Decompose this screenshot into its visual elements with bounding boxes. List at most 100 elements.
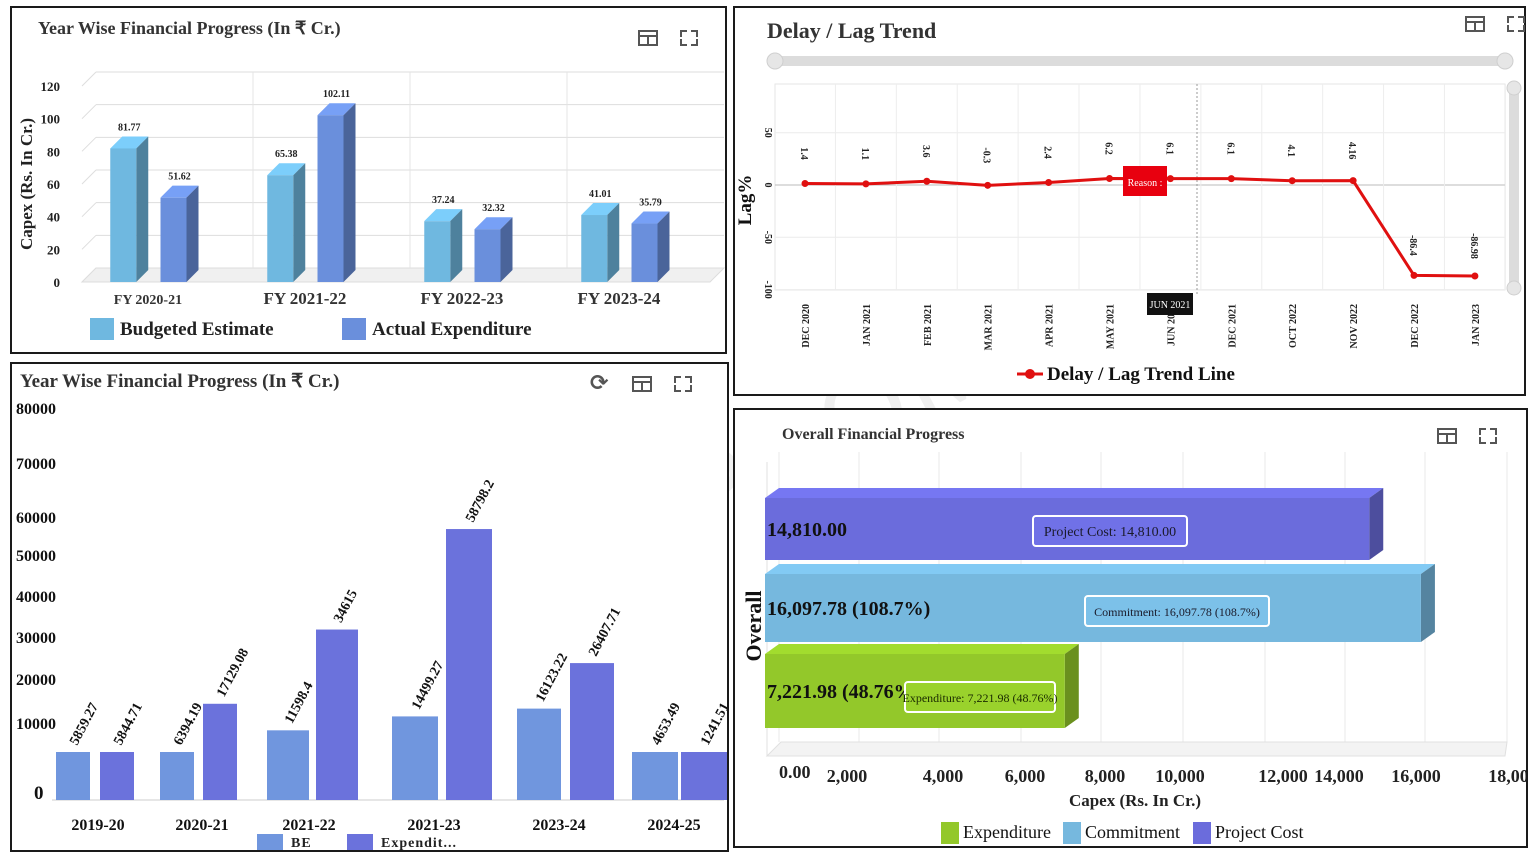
x-tick-label: FEB 2021	[923, 304, 934, 346]
fullscreen-icon[interactable]	[674, 376, 692, 392]
crosshair-label: JUN 2021	[1150, 300, 1191, 311]
bar-actual-expenditure-top	[317, 103, 356, 116]
data-point	[923, 177, 931, 185]
bar-budgeted-estimate-top	[267, 163, 306, 176]
data-label: 6.1	[1224, 142, 1235, 155]
legend-swatch	[257, 834, 283, 850]
floor	[80, 267, 725, 283]
x-tick-label: OCT 2022	[1288, 304, 1299, 348]
data-label: 14499.27	[409, 659, 447, 712]
legend-swatch	[90, 318, 114, 340]
bar-be	[392, 716, 438, 800]
vertical-slider-handle-top	[1506, 80, 1522, 96]
data-point	[1288, 177, 1296, 185]
bar-budgeted-estimate-side	[293, 163, 306, 282]
data-label: 3.6	[920, 145, 931, 158]
y-tick-label: 0	[54, 275, 61, 290]
bar-actual-expenditure-top	[631, 211, 670, 224]
data-point	[1045, 178, 1053, 186]
tooltip-box	[1032, 515, 1188, 547]
bar-actual-expenditure-side	[343, 103, 356, 282]
y-tick-label: 50000	[16, 548, 56, 565]
bar-budgeted-estimate-side	[136, 136, 149, 282]
bar-budgeted-estimate-side	[607, 203, 620, 282]
bar-be	[517, 708, 561, 800]
y-tick-label: 60000	[16, 510, 56, 527]
legend-swatch	[1063, 822, 1081, 844]
x-tick-label: 2023-24	[532, 817, 585, 834]
legend-label: Commitment	[1085, 822, 1180, 842]
refresh-icon[interactable]: ⟳	[590, 371, 609, 396]
x-tick-label: FY 2023-24	[577, 289, 660, 308]
data-label: 4653.49	[649, 701, 684, 748]
x-tick-label: 8,000	[1085, 766, 1126, 786]
data-label: 5859.27	[67, 701, 102, 748]
x-tick-label: 10,000	[1155, 766, 1205, 786]
legend-label: Budgeted Estimate	[120, 319, 274, 340]
x-tick-label: DEC 2020	[801, 304, 812, 348]
data-label: 81.77	[118, 122, 141, 133]
legend-swatch	[941, 822, 959, 844]
tooltip-box	[904, 681, 1056, 713]
legend-marker	[1025, 369, 1035, 379]
y-axis-label: Capex (Rs. In Cr.)	[17, 118, 36, 250]
chart-area: 0 10000 20000 30000 40000 50000 60000 70000 8000…	[16, 401, 727, 850]
data-label: 6.1	[1163, 142, 1174, 155]
tooltip-text: Expenditure: 7,221.98 (48.76%)	[903, 691, 1058, 705]
y-tick-label: 20	[47, 242, 60, 257]
data-label: 32.32	[482, 203, 505, 214]
tooltip-text: Reason :	[1128, 178, 1163, 189]
data-label: 1.1	[859, 148, 870, 161]
data-label: 2.4	[1042, 146, 1053, 159]
data-label: 65.38	[275, 149, 298, 160]
bar-actual-expenditure-side	[186, 185, 199, 282]
data-label: 11598.4	[282, 680, 316, 727]
data-label: 34615	[331, 587, 361, 625]
y-axis-label: Overall	[741, 591, 766, 662]
bar-top	[765, 564, 1435, 574]
y-axis-label: Lag%	[735, 175, 756, 226]
y-tick-label: 0	[762, 183, 773, 188]
x-tick-label: NOV 2022	[1349, 304, 1360, 349]
data-label: 4.1	[1285, 144, 1296, 157]
x-tick-label: 2,000	[827, 766, 868, 786]
x-tick-label: 0.00	[779, 762, 811, 782]
panel-overall-financial-progress: Overall Financial Progress 0.00 2,000 4,00…	[733, 408, 1528, 848]
data-label: 26407.71	[586, 606, 624, 659]
gridline	[81, 104, 97, 120]
vertical-slider-track	[1509, 84, 1519, 290]
legend-label: Expendit...	[381, 836, 457, 850]
data-label: 14,810.00	[767, 519, 847, 541]
fullscreen-icon[interactable]	[680, 30, 698, 46]
table-view-icon[interactable]	[1437, 428, 1457, 444]
range-slider-track	[773, 56, 1507, 66]
table-view-icon[interactable]	[638, 30, 658, 46]
bar-be	[267, 730, 309, 800]
bar-expenditure	[100, 752, 134, 800]
data-label: 17129.08	[214, 646, 252, 699]
bar-actual-expenditure	[631, 223, 658, 282]
data-point	[1106, 175, 1113, 183]
fullscreen-icon[interactable]	[1507, 16, 1525, 32]
bar-expenditure	[203, 703, 237, 800]
x-tick-label: 18,000	[1488, 766, 1526, 786]
tooltip-box	[1084, 595, 1270, 627]
x-tick-label: DEC 2022	[1410, 304, 1421, 348]
data-point	[801, 180, 809, 188]
x-tick-label: DEC 2021	[1227, 304, 1238, 348]
table-view-icon[interactable]	[632, 376, 652, 392]
y-tick-label: 0	[34, 783, 44, 804]
x-tick-label: FY 2020-21	[114, 293, 182, 308]
data-point	[1227, 175, 1235, 183]
bar-expenditure	[570, 663, 614, 800]
x-tick-label: MAR 2021	[984, 304, 995, 350]
data-label: -86.98	[1468, 233, 1479, 259]
bar-be	[160, 752, 194, 800]
bar-side	[1369, 488, 1384, 560]
data-point	[1471, 272, 1479, 280]
x-tick-label: 14,000	[1314, 766, 1364, 786]
table-view-icon[interactable]	[1465, 16, 1485, 32]
fullscreen-icon[interactable]	[1479, 428, 1497, 444]
x-tick-label: MAY 2021	[1106, 304, 1117, 349]
data-label: 7,221.98 (48.76%)	[767, 681, 920, 703]
